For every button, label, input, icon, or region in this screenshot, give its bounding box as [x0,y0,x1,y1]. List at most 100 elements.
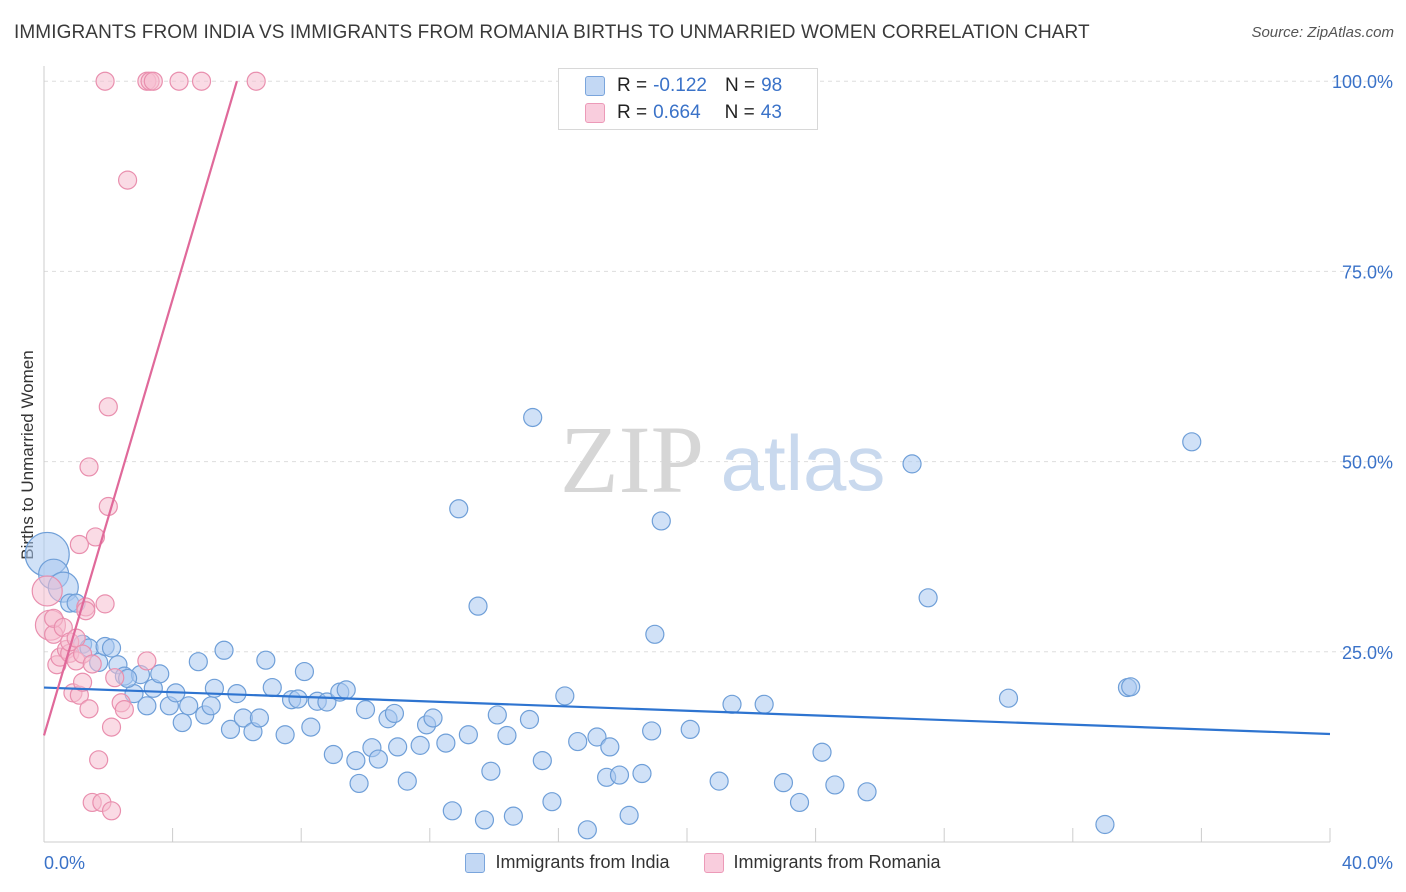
watermark: ZIP atlas [560,406,885,513]
y-tick-label: 25.0% [1342,643,1393,663]
stats-r-label: R = [617,102,648,123]
stats-row-romania: R = 0.664 N = 43 [585,100,782,126]
india-point [384,703,405,724]
romania-point [101,717,122,737]
india-point [555,686,575,706]
watermark-atlas: atlas [721,419,886,507]
india-point [523,407,543,428]
india-point [101,638,122,658]
romania-point [72,672,93,692]
india-point [812,742,832,762]
romania-point [105,668,125,688]
india-point [150,664,170,684]
india-point [397,771,417,791]
india-point [825,775,845,795]
stats-r-label: R = [617,75,648,96]
stats-n-value: 98 [761,75,783,96]
trend-lines [42,80,1331,736]
india-point [789,792,810,813]
india-point [642,721,662,741]
india-point [754,694,774,714]
grid-lines [44,80,1392,653]
india-point [449,499,469,519]
stats-r-value: 0.664 [653,102,701,123]
romania-point [95,71,115,91]
india-point [918,588,938,608]
india-point [368,749,388,769]
romania-point [82,654,102,674]
india-point [436,733,456,753]
romania-point [101,801,122,821]
stats-r-value: -0.122 [653,75,707,96]
stats-row-india: R = -0.122 N = 98 [585,73,782,99]
romania-point [31,575,63,607]
legend-swatch-romania [703,852,724,873]
x-tick-label-max: 40.0% [1342,853,1393,873]
india-point [722,694,742,714]
india-point [474,810,495,830]
india-point [172,712,192,733]
india-point [346,750,366,771]
india-point [632,763,652,784]
india-point [651,511,671,531]
india-point [645,624,665,644]
romania-point [98,397,118,417]
india-point [355,700,376,720]
india-point [497,725,517,746]
india-point [349,773,369,794]
romania-point [114,700,134,720]
legend: Immigrants from India Immigrants from Ro… [0,852,1406,873]
india-point [568,731,588,752]
romania-point [246,71,266,91]
india-point [388,737,408,757]
stats-n-label: N = [724,102,755,123]
india-point [857,782,877,802]
romania-point [137,651,157,671]
india-point [468,596,488,616]
romania-point [89,750,109,770]
india-point [902,454,922,474]
stats-n-label: N = [724,75,756,96]
legend-label-india: Immigrants from India [495,852,670,872]
india-point [137,696,157,716]
india-point [201,696,221,716]
india-point [188,652,208,672]
legend-item-romania[interactable]: Immigrants from Romania [703,852,941,873]
romania-point [85,527,106,547]
romania-point [69,534,89,555]
romania-point [143,71,163,91]
stats-n-value: 43 [760,102,782,123]
india-trend-line [43,686,1331,736]
india-point [442,801,462,821]
india-point [487,705,507,725]
romania-point [191,71,212,91]
india-point [1182,432,1202,452]
romania-point [79,457,99,477]
india-point [294,661,315,682]
india-point [423,708,443,728]
romania-point [117,170,138,190]
tick-labels: 25.0% 50.0% 75.0% 100.0% 0.0% 40.0% [44,72,1393,873]
india-point [214,640,234,660]
india-point [998,688,1019,708]
india-point [410,735,430,755]
india-point [288,689,308,709]
india-point [519,709,540,730]
india-point [577,820,597,840]
y-tick-label: 100.0% [1332,72,1393,92]
india-point [249,708,270,728]
stats-box: R = -0.122 N = 98 R = 0.664 N = 43 [558,68,818,130]
legend-item-india[interactable]: Immigrants from India [465,852,670,873]
india-point [262,677,282,698]
india-point [609,765,630,785]
india-point [587,727,607,747]
legend-label-romania: Immigrants from Romania [733,852,941,872]
x-tick-label-min: 0.0% [44,853,85,873]
romania-trend-line [42,80,238,736]
india-point [600,737,620,757]
india-point [619,805,639,825]
stats-swatch-romania [585,103,605,123]
romania-point [98,496,118,517]
chart-title: IMMIGRANTS FROM INDIA VS IMMIGRANTS FROM… [14,22,1090,43]
